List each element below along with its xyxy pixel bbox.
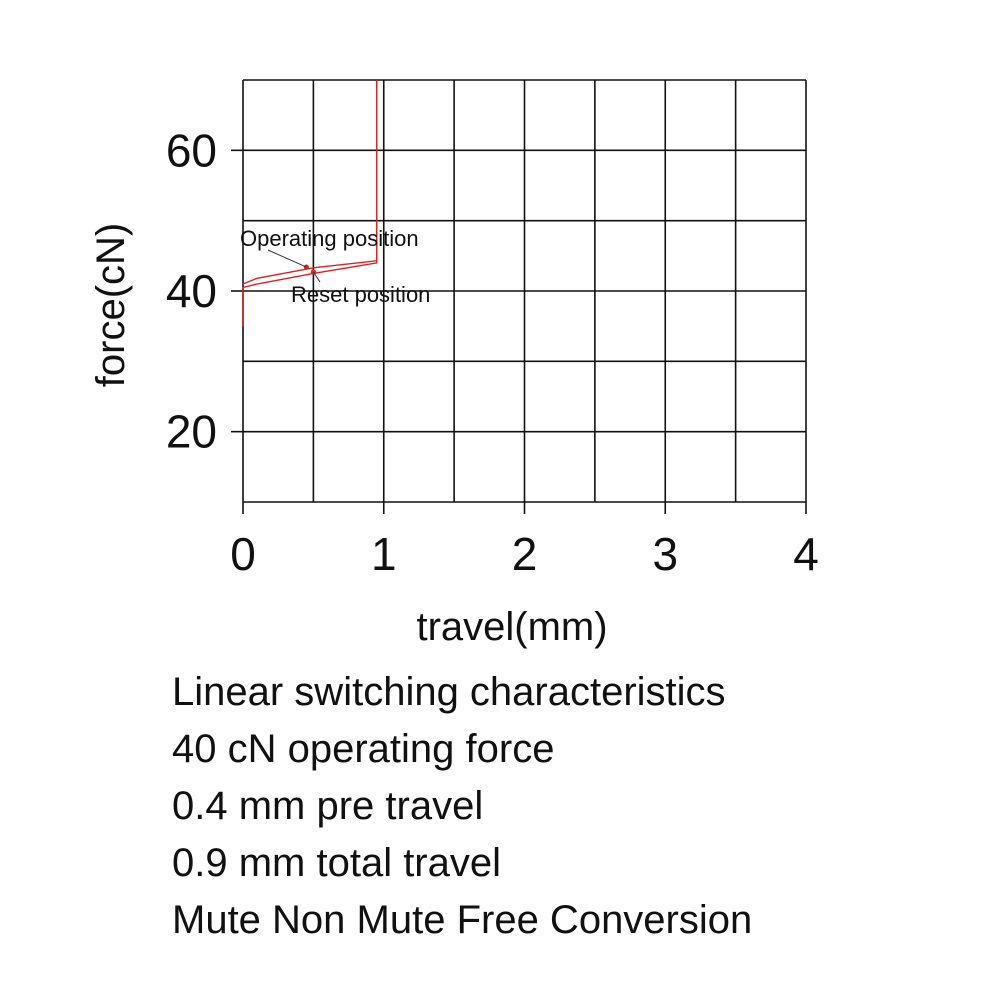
spec-pre-travel: 0.4 mm pre travel xyxy=(172,784,484,828)
y-tick-label: 60 xyxy=(166,124,217,176)
x-tick-label: 1 xyxy=(371,528,397,580)
operating-position-leader xyxy=(267,249,307,268)
y-tick-labels: 20 40 60 xyxy=(166,124,217,457)
chart-grid xyxy=(231,79,807,514)
x-tick-label: 2 xyxy=(512,528,538,580)
x-tick-labels: 0 1 2 3 4 xyxy=(230,528,819,580)
y-tick-label: 20 xyxy=(166,406,217,458)
spec-list: Linear switching characteristics 40 cN o… xyxy=(172,664,752,949)
x-tick-label: 0 xyxy=(230,528,256,580)
y-tick-label: 40 xyxy=(166,265,217,317)
chart-series xyxy=(242,80,378,327)
force-curve-line xyxy=(242,80,378,285)
spec-operating-force: 40 cN operating force xyxy=(172,727,555,771)
spec-switching-type: Linear switching characteristics xyxy=(172,670,726,714)
reset-position-label: Reset position xyxy=(291,282,430,307)
x-axis-label: travel(mm) xyxy=(416,605,607,649)
operating-position-label: Operating position xyxy=(240,226,419,251)
spec-total-travel: 0.9 mm total travel xyxy=(172,841,502,885)
y-axis-label: force(cN) xyxy=(89,223,133,387)
x-tick-label: 4 xyxy=(793,528,819,580)
spec-mute-conversion: Mute Non Mute Free Conversion xyxy=(172,898,753,942)
force-travel-chart: 0 1 2 3 4 20 40 60 Operating position Reset pos… xyxy=(89,79,819,649)
chart-annotations: Operating position Reset position xyxy=(240,226,430,307)
x-tick-label: 3 xyxy=(652,528,678,580)
reset-position-leader xyxy=(312,271,321,283)
